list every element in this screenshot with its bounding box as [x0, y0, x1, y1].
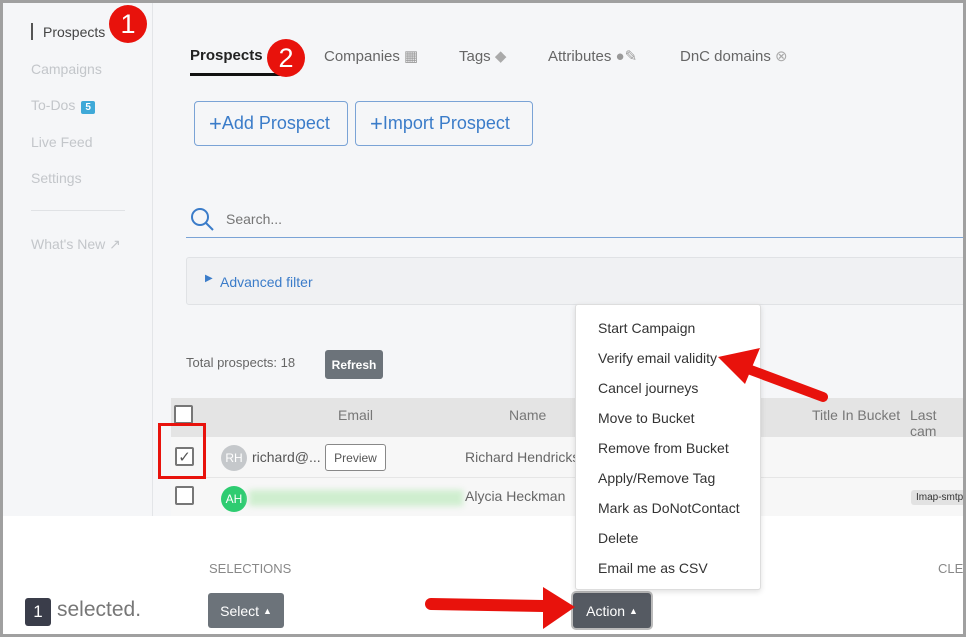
column-last-campaign[interactable]: Last cam — [910, 407, 937, 439]
caret-up-icon: ▲ — [628, 605, 638, 616]
button-label: Select — [220, 602, 260, 619]
selected-count: 1 — [25, 598, 51, 626]
menu-item-mark-dnc[interactable]: Mark as DoNotContact — [598, 500, 740, 516]
caret-right-icon: ▶ — [205, 273, 213, 284]
email-cell-blurred — [249, 490, 463, 506]
close-circle-icon: ⊗ — [775, 48, 788, 65]
total-prospects: Total prospects: 18 — [186, 355, 296, 370]
table-header — [171, 398, 963, 437]
caret-up-icon: ▲ — [262, 605, 272, 616]
avatar: RH — [221, 445, 247, 471]
email-cell: richard@... — [252, 449, 321, 465]
button-label: Import Prospect — [382, 113, 510, 133]
add-prospect-button[interactable]: + Add Prospect — [194, 101, 348, 146]
menu-item-email-csv[interactable]: Email me as CSV — [598, 560, 708, 576]
button-label: Action — [586, 602, 626, 619]
column-title-in-bucket[interactable]: Title In Bucket — [812, 407, 901, 423]
tab-companies[interactable]: Companies ▦ — [324, 47, 418, 65]
menu-item-move-to-bucket[interactable]: Move to Bucket — [598, 410, 695, 426]
external-link-icon: ↗ — [109, 236, 121, 252]
arrow-to-verify — [718, 348, 828, 402]
action-dropdown-button[interactable]: Action ▲ — [573, 593, 651, 628]
sidebar-item-whats-new[interactable]: What's New ↗ — [31, 236, 121, 253]
advanced-filter[interactable]: ▶ Advanced filter — [186, 257, 963, 305]
sidebar-item-settings[interactable]: Settings — [31, 170, 82, 186]
row-checkbox-checked[interactable]: ✓ — [175, 447, 194, 466]
active-tab-underline — [190, 73, 280, 76]
menu-item-verify-email[interactable]: Verify email validity — [598, 350, 718, 366]
plus-icon: + — [209, 110, 222, 136]
action-menu: Start Campaign Verify email validity Can… — [575, 304, 761, 590]
preview-button[interactable]: Preview — [325, 444, 386, 471]
advanced-filter-label: Advanced filter — [220, 274, 313, 290]
menu-item-apply-remove-tag[interactable]: Apply/Remove Tag — [598, 470, 716, 486]
search-input[interactable] — [226, 211, 526, 227]
menu-item-remove-from-bucket[interactable]: Remove from Bucket — [598, 440, 729, 456]
refresh-button[interactable]: Refresh — [325, 350, 383, 379]
sidebar: Prospects Campaigns To-Dos 5 Live Feed Se… — [3, 3, 153, 516]
search-bar[interactable] — [186, 203, 963, 238]
sidebar-item-todos[interactable]: To-Dos 5 — [31, 97, 95, 114]
tag-badge: Imap-smtp — [911, 490, 963, 505]
active-indicator — [31, 23, 33, 40]
tab-label: Companies — [324, 48, 400, 65]
tab-label: Tags — [459, 48, 491, 65]
select-dropdown-button[interactable]: Select ▲ — [208, 593, 284, 628]
building-icon: ▦ — [404, 48, 419, 65]
todos-count-badge: 5 — [81, 101, 95, 114]
selections-label: SELECTIONS — [209, 561, 292, 576]
column-email[interactable]: Email — [338, 407, 374, 423]
user-edit-icon: ●✎ — [615, 48, 638, 65]
selected-label: selected. — [57, 598, 142, 621]
sidebar-item-prospects[interactable]: Prospects — [43, 24, 106, 40]
tab-tags[interactable]: Tags ◆ — [459, 47, 506, 65]
plus-icon: + — [370, 110, 383, 136]
table-row[interactable]: AH Alycia Heckman Imap-smtp — [171, 478, 963, 516]
tab-prospects[interactable]: Prospects — [190, 47, 263, 64]
tab-dnc-domains[interactable]: DnC domains ⊗ — [680, 47, 788, 65]
menu-item-cancel-journeys[interactable]: Cancel journeys — [598, 380, 699, 396]
table-row[interactable]: ✓ RH richard@... Preview Richard Hendric… — [171, 437, 963, 478]
whats-new-label: What's New — [31, 236, 106, 252]
tag-icon: ◆ — [494, 48, 507, 65]
name-cell: Richard Hendricks — [465, 449, 580, 465]
menu-item-start-campaign[interactable]: Start Campaign — [598, 320, 696, 336]
tab-label: Attributes — [548, 48, 612, 65]
annotation-highlight-box — [158, 423, 206, 479]
annotation-arrows — [425, 348, 828, 629]
sidebar-item-campaigns[interactable]: Campaigns — [31, 61, 102, 77]
bottom-action-bar: 1 selected. SELECTIONS Select ▲ Action ▲… — [3, 516, 963, 634]
app: Prospects Campaigns To-Dos 5 Live Feed Se… — [3, 3, 963, 634]
avatar: AH — [221, 486, 247, 512]
sidebar-item-live-feed[interactable]: Live Feed — [31, 134, 93, 150]
annotation-step-1: 1 — [109, 5, 147, 43]
tab-attributes[interactable]: Attributes ●✎ — [548, 47, 637, 65]
annotation-step-2: 2 — [267, 39, 305, 77]
tab-label: DnC domains — [680, 48, 771, 65]
menu-item-delete[interactable]: Delete — [598, 530, 639, 546]
name-cell: Alycia Heckman — [465, 488, 566, 504]
column-name[interactable]: Name — [509, 407, 547, 423]
row-checkbox[interactable] — [175, 486, 194, 505]
clear-label[interactable]: CLE — [938, 561, 963, 576]
todos-label: To-Dos — [31, 97, 76, 113]
import-prospect-button[interactable]: + Import Prospect — [355, 101, 533, 146]
arrow-to-action — [425, 587, 575, 629]
search-icon — [191, 208, 214, 231]
button-label: Add Prospect — [221, 113, 330, 133]
divider — [31, 210, 125, 211]
